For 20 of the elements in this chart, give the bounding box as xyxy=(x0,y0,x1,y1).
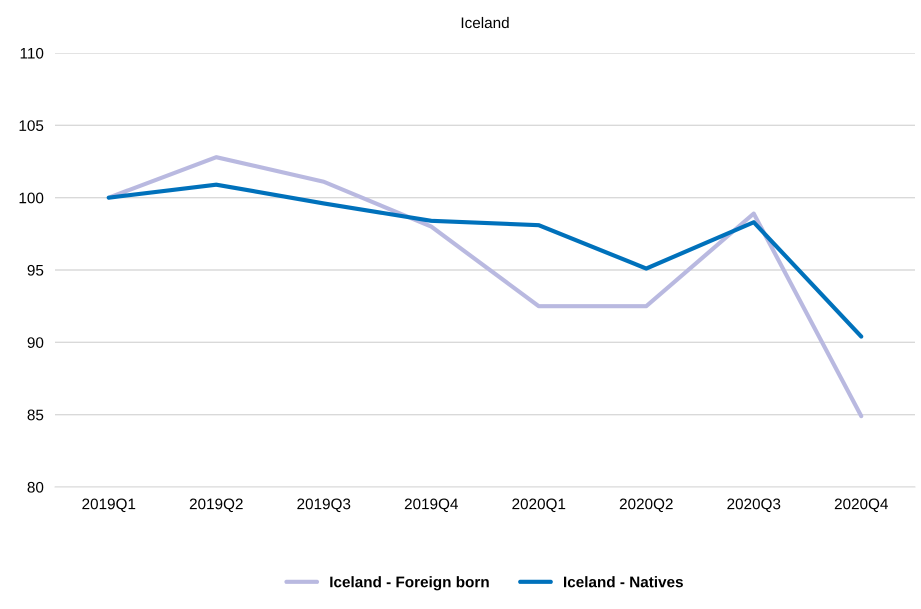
y-tick-label: 90 xyxy=(28,337,44,348)
y-tick-label: 80 xyxy=(28,482,44,493)
x-tick-label: 2020Q3 xyxy=(727,498,780,512)
legend-label: Iceland - Foreign born xyxy=(330,576,489,590)
x-tick-label: 2019Q4 xyxy=(404,498,458,512)
y-tick-label: 95 xyxy=(28,264,44,276)
line-series xyxy=(106,182,864,339)
x-tick-label: 2019Q3 xyxy=(297,498,350,512)
y-tick-label: 85 xyxy=(28,410,44,420)
legend-label: Iceland - Natives xyxy=(564,576,683,588)
x-tick-label: 2020Q1 xyxy=(512,498,566,512)
y-tick-label: 100 xyxy=(20,192,44,204)
chart-title: Iceland xyxy=(462,16,509,28)
y-tick-label: 110 xyxy=(20,48,44,59)
x-tick-label: 2019Q1 xyxy=(82,498,136,512)
x-tick-label: 2020Q4 xyxy=(834,498,888,512)
y-tick-label: 105 xyxy=(20,120,44,132)
x-tick-label: 2020Q2 xyxy=(620,498,673,512)
line-series xyxy=(106,155,864,418)
x-tick-label: 2019Q2 xyxy=(190,498,243,512)
